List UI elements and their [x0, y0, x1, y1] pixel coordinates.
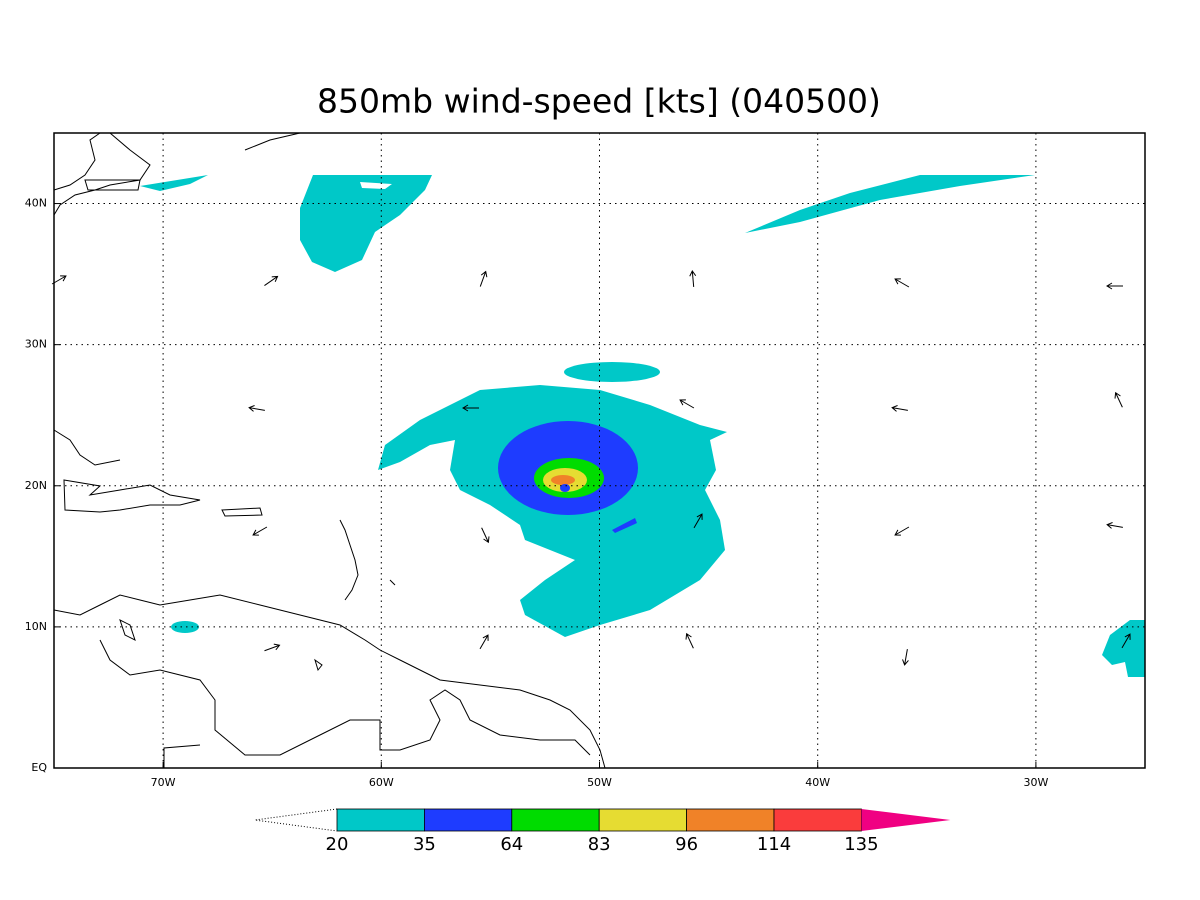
- map-frame: [53, 132, 1146, 769]
- contour-fills: [140, 175, 1145, 677]
- contour-20: [745, 175, 1035, 233]
- x-tick-label: 70W: [151, 776, 176, 789]
- y-tick-label: 40N: [25, 197, 47, 210]
- contour-35: [612, 518, 637, 533]
- colorbar: 20 35 64 83 96 114 135: [254, 808, 951, 855]
- colorbar-above: [861, 809, 951, 831]
- colorbar-box: [686, 808, 775, 832]
- colorbar-label: 114: [757, 834, 791, 855]
- x-tick-label: 60W: [369, 776, 394, 789]
- axes: 70W 60W 50W 40W 30W EQ 10N 20N 30N 40N: [25, 133, 1145, 789]
- contour-20: [140, 175, 208, 191]
- colorbar-below: [254, 808, 338, 832]
- y-tick-label: EQ: [31, 761, 47, 774]
- chart-title: 850mb wind-speed [kts] (040500): [317, 82, 881, 121]
- contour-35: [560, 484, 570, 492]
- colorbar-label: 135: [844, 834, 878, 855]
- coastlines: [53, 132, 606, 769]
- contour-20: [564, 362, 660, 382]
- contour-96: [551, 475, 575, 485]
- x-tick-label: 30W: [1023, 776, 1048, 789]
- contour-20: [171, 621, 199, 633]
- colorbar-label: 64: [500, 834, 523, 855]
- contour-20: [1102, 620, 1145, 677]
- y-tick-label: 20N: [25, 479, 47, 492]
- colorbar-label: 20: [326, 834, 349, 855]
- colorbar-label: 96: [675, 834, 698, 855]
- y-tick-label: 10N: [25, 620, 47, 633]
- y-tick-label: 30N: [25, 338, 47, 351]
- colorbar-box: [598, 808, 688, 832]
- colorbar-box: [423, 808, 513, 832]
- contour-20: [300, 175, 432, 272]
- x-tick-label: 40W: [805, 776, 830, 789]
- colorbar-label: 83: [588, 834, 611, 855]
- colorbar-box: [336, 808, 425, 832]
- colorbar-box: [511, 808, 600, 832]
- colorbar-label: 35: [413, 834, 436, 855]
- colorbar-box: [773, 808, 862, 832]
- x-tick-label: 50W: [587, 776, 612, 789]
